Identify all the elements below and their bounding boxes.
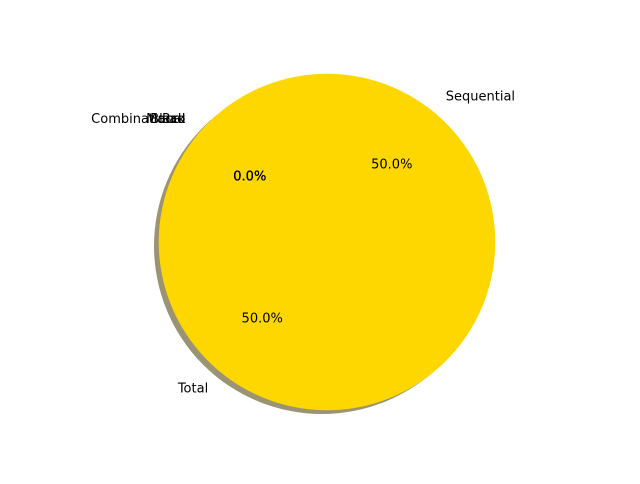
slice-label-combinational: Combinational xyxy=(91,112,185,127)
slice-label-total: Total xyxy=(177,381,208,396)
slice-label-pad: Pad xyxy=(162,112,185,127)
pie-slice-layer xyxy=(159,74,495,410)
slice-label-black: Black xyxy=(150,112,186,127)
pie-slice-sequential xyxy=(197,74,495,351)
slice-percent-pad: 0.0% xyxy=(233,170,266,185)
slice-percent-combinational: 0.0% xyxy=(233,170,266,185)
slice-percent-total: 50.0% xyxy=(242,312,283,327)
pie-label-layer: Total Sequential CombinationalMacroPadBlac… xyxy=(91,89,515,396)
slice-label-macro: Macro xyxy=(146,112,185,127)
slice-label-sequential: Sequential xyxy=(446,89,515,104)
pie-percent-layer: 50.0%50.0%0.0%0.0%0.0%0.0% xyxy=(233,157,412,326)
pie-slice-total xyxy=(159,133,457,410)
slice-percent-black: 0.0% xyxy=(233,170,266,185)
slice-percent-macro: 0.0% xyxy=(233,170,266,185)
slice-percent-sequential: 50.0% xyxy=(371,157,412,172)
